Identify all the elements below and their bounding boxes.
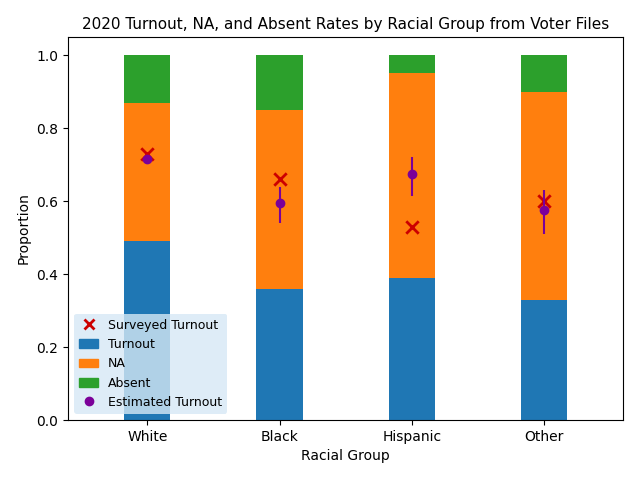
Surveyed Turnout [142, 150, 152, 157]
Surveyed Turnout [406, 223, 417, 230]
Bar [257, 289, 303, 420]
Bar [388, 278, 435, 420]
Bar [124, 241, 170, 420]
Bar [521, 300, 567, 420]
Bar [388, 73, 435, 278]
Bar [257, 55, 303, 110]
Surveyed Turnout [539, 197, 549, 205]
Bar [521, 92, 567, 300]
Legend: Surveyed Turnout, Turnout, NA, Absent, Estimated Turnout: Surveyed Turnout, Turnout, NA, Absent, E… [74, 314, 227, 414]
Bar [521, 55, 567, 92]
Bar [388, 55, 435, 73]
Y-axis label: Proportion: Proportion [17, 192, 31, 264]
Bar [124, 103, 170, 241]
Surveyed Turnout [275, 175, 285, 183]
Bar [124, 55, 170, 103]
X-axis label: Racial Group: Racial Group [301, 449, 390, 463]
Bar [257, 110, 303, 289]
Title: 2020 Turnout, NA, and Absent Rates by Racial Group from Voter Files: 2020 Turnout, NA, and Absent Rates by Ra… [82, 17, 609, 32]
